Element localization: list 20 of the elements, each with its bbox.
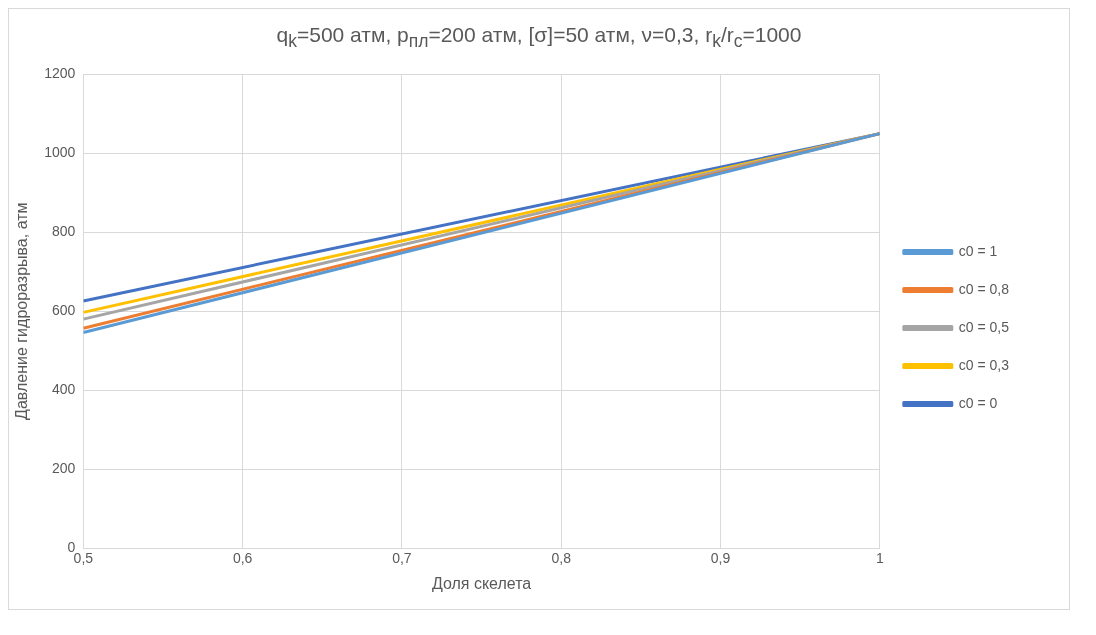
legend-label: c0 = 0 — [958, 395, 998, 412]
x-tick-label: 0,8 — [551, 550, 572, 567]
y-tick-label: 400 — [51, 381, 76, 398]
x-tick-label: 0,6 — [232, 550, 253, 567]
legend-label: c0 = 0,8 — [958, 281, 1010, 298]
legend-label: c0 = 0,3 — [958, 357, 1010, 374]
y-axis-title: Давление гидроразрыва, атм — [13, 202, 31, 421]
x-axis-title: Доля скелета — [431, 574, 532, 592]
legend-label: c0 = 1 — [958, 243, 998, 260]
y-tick-label: 800 — [51, 223, 76, 240]
y-tick-label: 1000 — [44, 144, 76, 161]
chart-title: q$_{k}$=500 атм, p$_{пл}$=200 атм, [σ]=50 атм, ν=0,3, r$_{k}$/r$_{c}$=1000 — [276, 23, 802, 52]
x-tick-label: 0,7 — [392, 550, 412, 567]
y-tick-label: 1200 — [44, 65, 76, 82]
y-tick-label: 200 — [51, 460, 76, 477]
legend-label: c0 = 0,5 — [958, 319, 1010, 336]
x-tick-label: 0,9 — [710, 550, 731, 567]
y-tick-label: 600 — [51, 302, 76, 319]
x-tick-label: 0,5 — [73, 550, 94, 567]
x-tick-label: 1 — [875, 550, 884, 567]
